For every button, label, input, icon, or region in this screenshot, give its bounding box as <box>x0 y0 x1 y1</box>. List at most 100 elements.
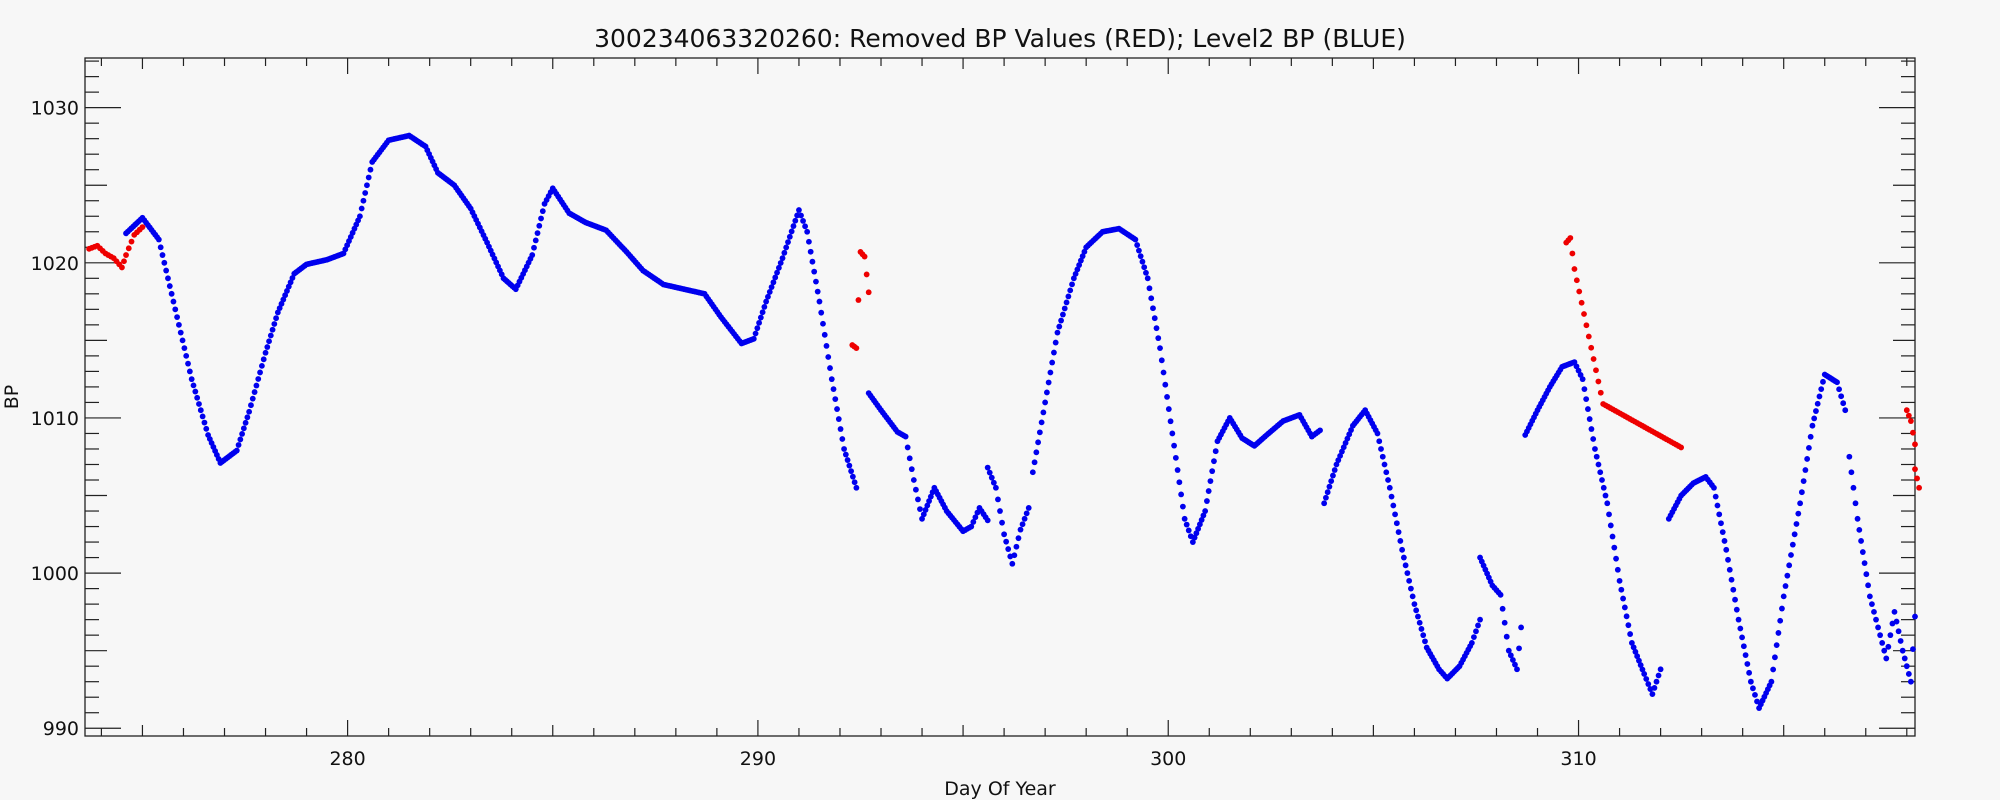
y-axis: 990 1000 1010 1020 1030 <box>31 60 1915 740</box>
blue-data-point <box>1881 647 1888 654</box>
blue-data-point <box>1773 642 1780 649</box>
blue-data-point <box>1789 541 1796 548</box>
blue-data-point <box>1746 669 1753 676</box>
blue-data-point <box>828 376 835 383</box>
blue-data-point <box>1807 433 1814 440</box>
blue-data-point <box>1011 552 1018 559</box>
blue-data-point <box>823 343 830 349</box>
blue-data-point <box>1516 645 1522 652</box>
blue-data-point <box>1181 515 1188 522</box>
blue-data-point <box>1072 270 1079 277</box>
blue-data-point <box>821 331 828 338</box>
blue-data-point <box>1422 638 1428 645</box>
blue-data-point <box>192 388 199 395</box>
blue-data-point <box>194 394 201 401</box>
blue-data-point <box>1636 657 1642 664</box>
blue-data-point <box>1005 546 1012 552</box>
blue-data-point <box>1406 577 1413 584</box>
blue-data-point <box>774 269 780 276</box>
blue-data-point <box>155 236 162 243</box>
blue-data-point <box>1848 469 1855 476</box>
blue-data-point <box>919 515 925 522</box>
blue-data-point <box>765 293 771 300</box>
red-data-point <box>119 264 125 271</box>
blue-data-point <box>1780 593 1787 600</box>
blue-data-point <box>1331 467 1338 473</box>
blue-data-point <box>1583 396 1590 403</box>
blue-data-point <box>1613 555 1619 562</box>
blue-data-point <box>186 368 193 375</box>
blue-data-point <box>172 306 179 313</box>
blue-data-point <box>1645 681 1652 687</box>
red-data-point <box>1907 418 1914 424</box>
blue-data-point <box>1641 671 1648 677</box>
blue-data-point <box>1045 379 1052 386</box>
blue-data-point <box>196 401 202 407</box>
blue-data-point <box>1806 444 1812 451</box>
blue-data-point <box>1621 604 1628 611</box>
blue-data-point <box>242 419 249 426</box>
blue-data-point <box>1196 521 1203 528</box>
blue-data-point <box>1507 652 1514 659</box>
blue-data-point <box>273 315 279 322</box>
blue-data-point <box>1137 253 1144 260</box>
blue-data-point <box>1212 448 1219 455</box>
blue-data-point <box>1379 453 1386 460</box>
blue-data-point <box>1639 666 1646 673</box>
blue-data-point <box>1834 379 1840 386</box>
blue-data-point <box>970 518 977 525</box>
blue-data-point <box>906 455 913 462</box>
blue-data-point <box>1518 624 1524 631</box>
blue-data-point <box>1013 543 1020 550</box>
blue-data-point <box>1207 478 1214 485</box>
blue-data-point <box>1820 378 1826 385</box>
red-data-point <box>1597 389 1604 396</box>
blue-data-point <box>163 267 170 274</box>
red-series-points <box>86 224 1923 491</box>
blue-data-point <box>1378 446 1384 452</box>
blue-data-point <box>1158 357 1165 364</box>
blue-data-point <box>1742 652 1749 659</box>
blue-data-point <box>1164 393 1170 400</box>
red-data-point <box>1912 441 1918 448</box>
y-tick-label: 1030 <box>31 98 79 120</box>
blue-data-point <box>177 329 184 336</box>
blue-data-point <box>1150 305 1156 312</box>
blue-data-point <box>1814 400 1821 407</box>
blue-data-point <box>1025 505 1032 511</box>
blue-data-point <box>1052 339 1059 346</box>
blue-data-point <box>1768 678 1775 685</box>
blue-data-point <box>1795 510 1802 517</box>
blue-data-point <box>1040 409 1047 416</box>
blue-data-point <box>532 237 539 244</box>
blue-data-point <box>1752 691 1758 698</box>
blue-data-point <box>1475 622 1481 629</box>
blue-data-point <box>1604 500 1611 507</box>
blue-data-point <box>1791 531 1798 538</box>
blue-data-point <box>1385 477 1391 483</box>
blue-data-point <box>1035 439 1042 446</box>
red-data-point <box>125 245 132 252</box>
blue-data-point <box>841 446 847 452</box>
blue-data-point <box>1049 359 1056 366</box>
blue-data-point <box>1420 632 1427 639</box>
blue-data-point <box>262 349 269 356</box>
blue-data-point <box>1146 285 1153 292</box>
blue-data-point <box>1875 624 1881 631</box>
blue-data-point <box>1877 632 1884 639</box>
blue-data-point <box>179 337 186 344</box>
blue-data-point <box>1842 407 1849 414</box>
blue-data-point <box>990 479 997 486</box>
blue-data-point <box>1777 617 1784 624</box>
blue-data-point <box>1036 429 1043 436</box>
blue-data-point <box>258 362 265 369</box>
blue-data-point <box>1383 469 1390 476</box>
blue-data-point <box>1193 530 1200 537</box>
blue-data-point <box>248 402 254 409</box>
red-data-point <box>1578 299 1585 306</box>
blue-data-point <box>1865 582 1872 589</box>
blue-data-point <box>1632 648 1639 655</box>
blue-data-point <box>827 365 833 371</box>
blue-data-point <box>1616 577 1623 584</box>
blue-data-point <box>1628 640 1635 646</box>
